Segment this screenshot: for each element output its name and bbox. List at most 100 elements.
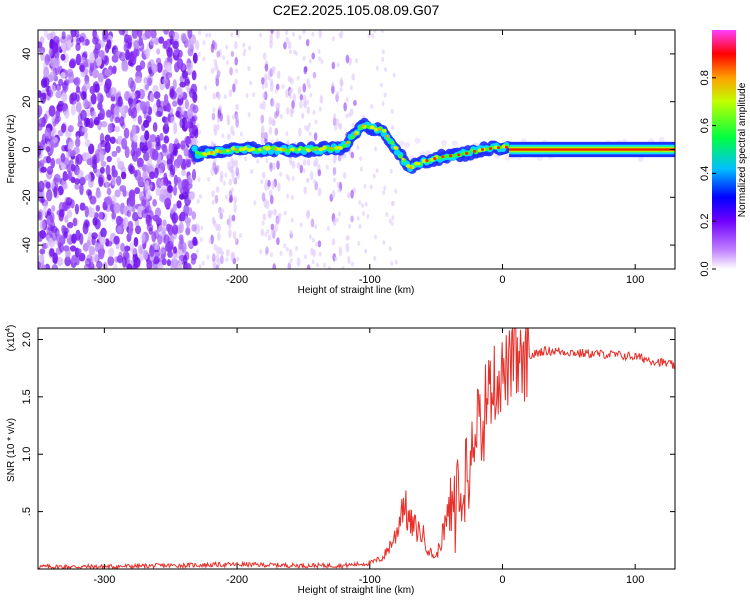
heatmap-noise-blob bbox=[166, 102, 171, 113]
heatmap-noise-blob bbox=[162, 176, 168, 186]
heatmap-noise-blob bbox=[74, 137, 81, 148]
heatmap-noise-blob bbox=[261, 77, 265, 85]
ridge-blob bbox=[289, 148, 294, 151]
heatmap-noise-blob bbox=[146, 205, 152, 214]
heatmap-noise-blob bbox=[239, 232, 243, 238]
heatmap-noise-blob bbox=[414, 137, 421, 144]
heatmap-noise-blob bbox=[273, 208, 277, 216]
heatmap-noise-blob bbox=[191, 70, 197, 81]
heatmap-noise-blob bbox=[144, 180, 150, 192]
heatmap-noise-blob bbox=[143, 152, 150, 162]
heatmap-noise-blob bbox=[227, 133, 231, 141]
heatmap-noise-blob bbox=[46, 32, 54, 41]
x-tick-label: -200 bbox=[226, 574, 248, 586]
heatmap-noise-blob bbox=[274, 111, 278, 119]
heatmap-noise-blob bbox=[269, 33, 273, 44]
heatmap-noise-blob bbox=[43, 66, 50, 79]
heatmap-noise-blob bbox=[50, 157, 56, 169]
heatmap-noise-blob bbox=[198, 129, 202, 135]
heatmap-noise-blob bbox=[336, 181, 340, 187]
snr-xlabel: Height of straight line (km) bbox=[298, 585, 415, 596]
heatmap-noise-blob bbox=[292, 93, 297, 102]
heatmap-noise-blob bbox=[159, 162, 165, 171]
heatmap-noise-blob bbox=[148, 245, 155, 257]
heatmap-noise-blob bbox=[132, 39, 140, 50]
heatmap-noise-blob bbox=[242, 51, 246, 57]
heatmap-noise-blob bbox=[373, 30, 377, 34]
heatmap-noise-blob bbox=[88, 143, 95, 155]
heatmap-noise-blob bbox=[225, 44, 229, 50]
heatmap-noise-blob bbox=[247, 65, 251, 71]
heatmap-noise-blob bbox=[84, 38, 90, 46]
heatmap-noise-blob bbox=[177, 87, 184, 100]
heatmap-noise-blob bbox=[260, 179, 264, 185]
heatmap-noise-blob bbox=[191, 224, 197, 232]
heatmap-noise-blob bbox=[111, 194, 117, 205]
ridge-blob bbox=[226, 149, 230, 153]
snr-panel: -300 -200 -100 0 100 .5 1.0 1.5 2.0 Height of s… bbox=[5, 325, 676, 596]
heatmap-noise-blob bbox=[264, 72, 268, 83]
heatmap-noise-blob bbox=[332, 166, 337, 176]
heatmap-noise-blob bbox=[303, 186, 307, 195]
heatmap-noise-blob bbox=[169, 164, 176, 176]
heatmap-noise-blob bbox=[123, 90, 130, 102]
heatmap-noise-blob bbox=[188, 192, 195, 201]
heatmap-noise-blob bbox=[114, 116, 121, 124]
heatmap-noise-blob bbox=[61, 92, 68, 103]
heatmap-noise-blob bbox=[97, 174, 105, 185]
heatmap-noise-blob bbox=[215, 74, 219, 83]
snr-ylabel: SNR (10 * v/v) bbox=[6, 418, 17, 482]
heatmap-noise-blob bbox=[191, 137, 198, 146]
heatmap-noise-blob bbox=[269, 162, 273, 169]
ridge-blob bbox=[194, 150, 200, 155]
heatmap-noise-blob bbox=[167, 184, 173, 193]
heatmap-noise-blob bbox=[382, 190, 386, 196]
heatmap-noise-blob bbox=[100, 121, 108, 128]
ridge-blob bbox=[405, 163, 411, 168]
ridge-blob bbox=[417, 162, 421, 166]
heatmap-noise-blob bbox=[215, 66, 219, 72]
heatmap-noise-blob bbox=[43, 113, 48, 124]
heatmap-noise-blob bbox=[51, 230, 58, 242]
heatmap-noise-blob bbox=[245, 93, 249, 99]
heatmap-noise-blob bbox=[45, 189, 53, 202]
colorbar-tick-label: 0.2 bbox=[699, 214, 711, 229]
ridge-blob bbox=[202, 152, 206, 155]
heatmap-noise-blob bbox=[55, 90, 63, 99]
heatmap-noise-blob bbox=[131, 30, 139, 39]
heatmap-noise-blob bbox=[348, 112, 352, 118]
heatmap-noise-blob bbox=[158, 36, 165, 44]
heatmap-noise-blob bbox=[379, 82, 383, 88]
heatmap-noise-blob bbox=[358, 200, 362, 206]
heatmap-noise-blob bbox=[66, 221, 74, 229]
ridge-blob bbox=[485, 146, 491, 151]
heatmap-noise-blob bbox=[371, 32, 375, 38]
heatmap-noise-blob bbox=[359, 156, 363, 162]
heatmap-noise-blob bbox=[236, 256, 240, 262]
heatmap-noise-blob bbox=[132, 134, 138, 143]
heatmap-noise-blob bbox=[149, 92, 155, 103]
heatmap-noise-blob bbox=[390, 201, 394, 207]
heatmap-noise-blob bbox=[357, 240, 361, 246]
heatmap-noise-blob bbox=[394, 188, 398, 194]
heatmap-noise-blob bbox=[123, 127, 130, 139]
heatmap-noise-blob bbox=[153, 37, 160, 46]
x-tick-label: -100 bbox=[359, 574, 381, 586]
heatmap-noise-blob bbox=[338, 32, 342, 38]
heatmap-noise-blob bbox=[297, 86, 302, 95]
heatmap-noise-blob bbox=[192, 52, 198, 64]
colorbar-ticks: 0.0 0.2 0.4 0.6 0.8 bbox=[699, 70, 716, 277]
heatmap-noise-blob bbox=[92, 69, 100, 79]
heatmap-noise-blob bbox=[153, 256, 160, 265]
heatmap-noise-blob bbox=[217, 208, 221, 214]
heatmap-noise-blob bbox=[109, 136, 116, 145]
heatmap-noise-blob bbox=[213, 59, 218, 66]
heatmap-noise-blob bbox=[274, 127, 279, 136]
ridge-blob bbox=[361, 124, 365, 127]
heatmap-noise-blob bbox=[133, 261, 138, 268]
heatmap-noise-blob bbox=[38, 123, 43, 131]
heatmap-noise-blob bbox=[219, 170, 224, 179]
ridge-blob bbox=[393, 146, 397, 149]
heatmap-noise-blob bbox=[75, 53, 82, 65]
heatmap-noise-blob bbox=[178, 193, 185, 200]
